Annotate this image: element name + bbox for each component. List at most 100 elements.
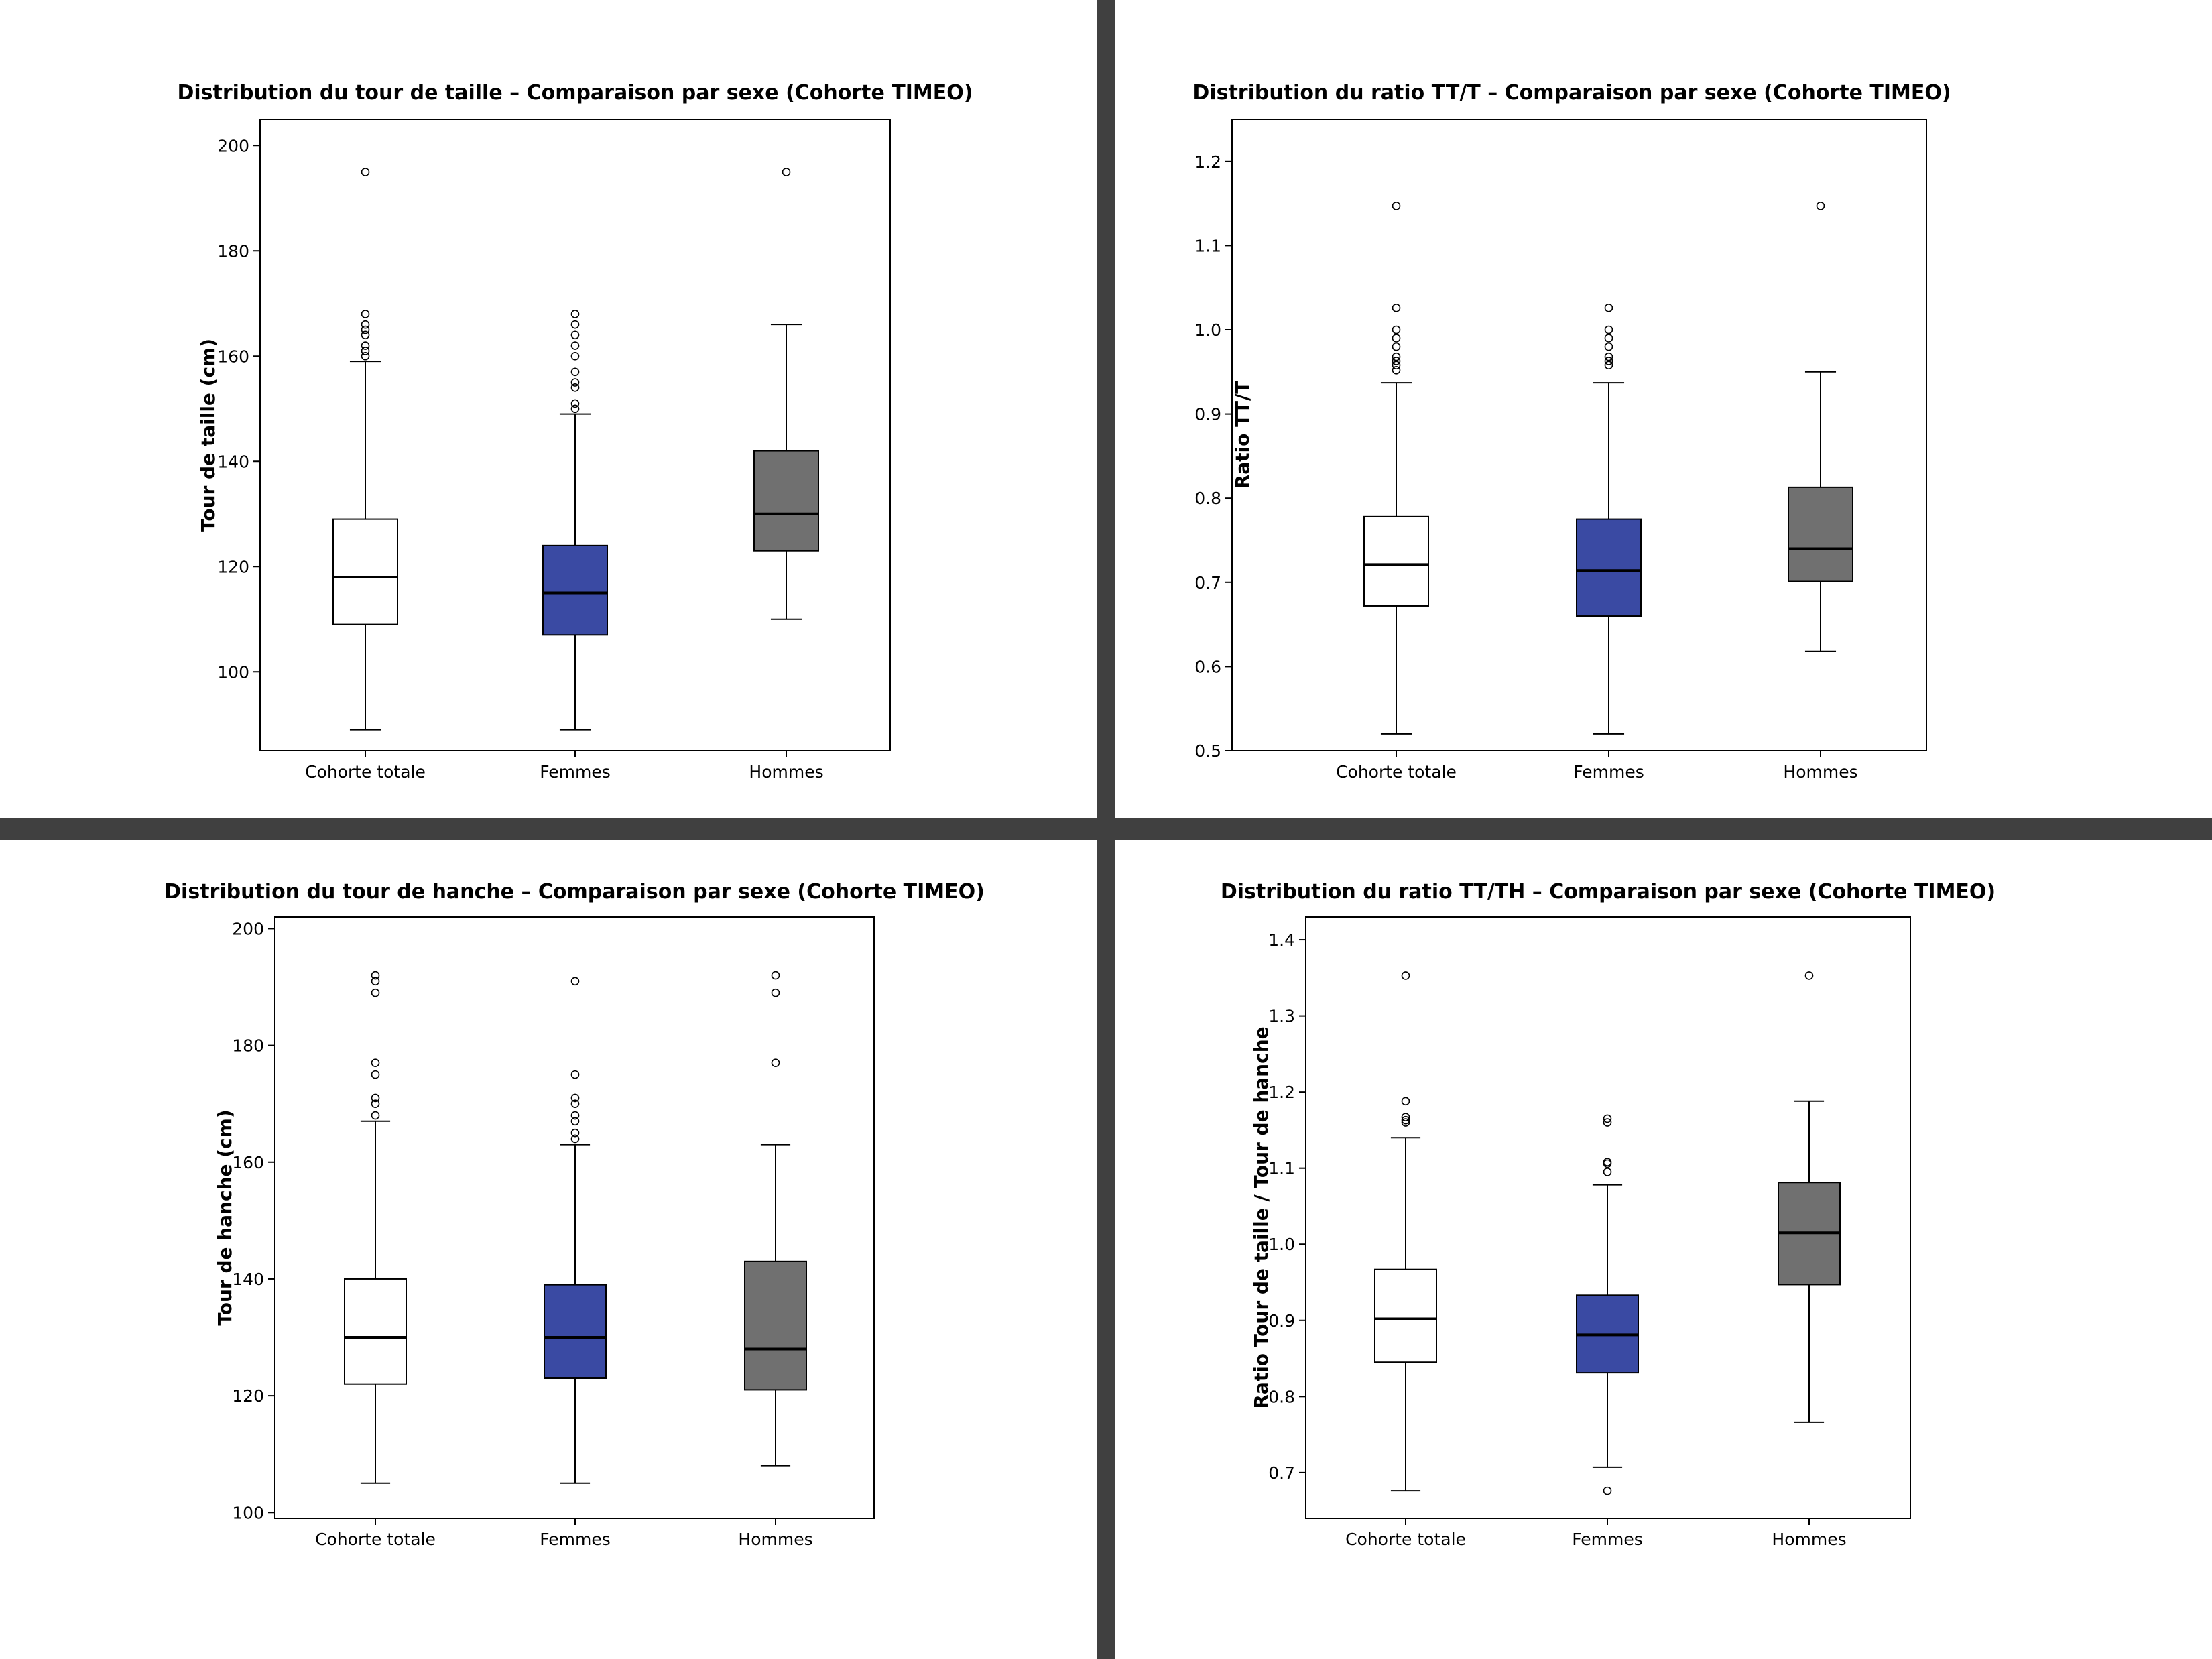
- chart-1-outlier-point: [361, 168, 370, 176]
- chart-1-outlier-point: [570, 330, 580, 340]
- chart-4-title: Distribution du ratio TT/TH – Comparaiso…: [1221, 880, 1995, 904]
- chart-3-y-tick-label: 120: [232, 1386, 264, 1406]
- chart-4-outlier-point: [1401, 1097, 1410, 1106]
- chart-1-outlier-point: [361, 320, 370, 329]
- chart-1-x-tick-label: Hommes: [749, 762, 823, 782]
- chart-4-outlier-point: [1401, 1113, 1410, 1121]
- chart-4-y-tick-label: 1.4: [1268, 930, 1295, 950]
- chart-1-outlier-point: [570, 378, 580, 387]
- chart-4-outlier-point: [1603, 1158, 1612, 1166]
- chart-1-outlier-point: [361, 330, 370, 340]
- chart-3-outlier-point: [371, 988, 380, 997]
- chart-3-outlier-point: [570, 1093, 580, 1103]
- chart-4-x-tick-label: Hommes: [1772, 1530, 1846, 1549]
- chart-1-outlier-point: [570, 367, 580, 377]
- chart-4-y-tick-label: 1.2: [1268, 1083, 1295, 1102]
- chart-3-outlier-point: [570, 1117, 580, 1126]
- chart-2-outlier-point: [1392, 365, 1401, 375]
- chart-2-outlier-point: [1604, 342, 1613, 351]
- chart-1-outlier-point: [570, 383, 580, 392]
- chart-3-outlier-point: [371, 1058, 380, 1068]
- chart-3-outlier-point: [570, 1134, 580, 1144]
- chart-2-title: Distribution du ratio TT/T – Comparaison…: [1192, 81, 1951, 105]
- chart-4-outlier-point: [1603, 1486, 1612, 1495]
- chart-3-y-tick-label: 160: [232, 1153, 264, 1172]
- chart-2-outlier-point: [1604, 325, 1613, 334]
- chart-4-x-tick-label: Cohorte totale: [1345, 1530, 1466, 1549]
- chart-3-y-tick-label: 100: [232, 1503, 264, 1522]
- chart-2-x-tick-label: Femmes: [1573, 762, 1644, 782]
- chart-3-outlier-point: [771, 1058, 780, 1068]
- chart-3-y-tick-label: 180: [232, 1036, 264, 1056]
- chart-1-box-1: [332, 518, 398, 625]
- chart-2-y-axis-label: Ratio TT/T: [1231, 381, 1253, 489]
- chart-1-outlier-point: [570, 404, 580, 414]
- chart-4-outlier-point: [1401, 1115, 1410, 1125]
- chart-3-y-tick-label: 140: [232, 1270, 264, 1289]
- chart-2-y-tick-label: 0.5: [1194, 741, 1221, 761]
- chart-4-outlier-point: [1603, 1118, 1612, 1127]
- chart-2-outlier-point: [1604, 304, 1613, 312]
- chart-1-y-tick-label: 200: [217, 136, 249, 156]
- chart-4-x-tick-label: Femmes: [1572, 1530, 1643, 1549]
- chart-3-outlier-point: [371, 1099, 380, 1108]
- chart-4-y-tick-label: 0.9: [1268, 1311, 1295, 1331]
- chart-3-y-axis-label: Tour de hanche (cm): [214, 1109, 236, 1325]
- chart-1-y-tick-label: 140: [217, 452, 249, 471]
- chart-4-outlier-point: [1603, 1114, 1612, 1123]
- chart-2-y-tick-label: 0.7: [1194, 573, 1221, 593]
- chart-1-title: Distribution du tour de taille – Compara…: [177, 81, 973, 105]
- horizontal-divider: [0, 818, 2212, 840]
- chart-2-y-tick-label: 1.0: [1194, 320, 1221, 340]
- chart-2-x-tick-label: Cohorte totale: [1336, 762, 1457, 782]
- chart-3-outlier-point: [570, 977, 580, 986]
- chart-1-y-tick-label: 120: [217, 557, 249, 576]
- chart-2-box-2: [1576, 518, 1642, 617]
- chart-3-outlier-point: [771, 988, 780, 997]
- chart-2-outlier-point: [1392, 352, 1401, 361]
- chart-3-box-3: [744, 1260, 807, 1391]
- chart-2-outlier-point: [1392, 342, 1401, 351]
- chart-4-outlier-point: [1401, 971, 1410, 980]
- chart-2-y-tick-label: 1.2: [1194, 152, 1221, 172]
- chart-2-outlier-point: [1604, 357, 1613, 365]
- chart-2-outlier-point: [1392, 202, 1401, 210]
- chart-3-box-2: [544, 1284, 607, 1379]
- chart-1-box-2: [542, 544, 608, 636]
- chart-4-outlier-point: [1804, 971, 1814, 980]
- chart-1-y-tick-label: 180: [217, 241, 249, 261]
- chart-3-outlier-point: [371, 1093, 380, 1103]
- chart-2-outlier-point: [1816, 202, 1825, 210]
- chart-3-outlier-point: [570, 1128, 580, 1138]
- chart-1-outlier-point: [570, 341, 580, 350]
- chart-2-outlier-point: [1392, 357, 1401, 365]
- chart-3-outlier-point: [371, 977, 380, 986]
- chart-2-outlier-point: [1392, 361, 1401, 370]
- chart-1-outlier-point: [570, 320, 580, 329]
- chart-3-x-tick-label: Hommes: [738, 1530, 812, 1549]
- chart-1-outlier-point: [361, 351, 370, 361]
- chart-1-outlier-point: [361, 310, 370, 318]
- chart-4-y-tick-label: 1.3: [1268, 1007, 1295, 1026]
- chart-1-x-tick-label: Cohorte totale: [305, 762, 426, 782]
- chart-3-outlier-point: [570, 1070, 580, 1079]
- chart-4-outlier-point: [1401, 1118, 1410, 1127]
- chart-4-y-tick-label: 1.1: [1268, 1159, 1295, 1178]
- chart-1-y-tick-label: 100: [217, 662, 249, 682]
- chart-4-box-1: [1374, 1268, 1437, 1363]
- chart-1-outlier-point: [570, 310, 580, 318]
- chart-1-outlier-point: [361, 341, 370, 350]
- chart-3-outlier-point: [570, 1099, 580, 1108]
- chart-1-box-3: [753, 450, 819, 552]
- chart-4-outlier-point: [1603, 1168, 1612, 1176]
- chart-3-outlier-point: [570, 1111, 580, 1120]
- chart-2-outlier-point: [1604, 361, 1613, 370]
- chart-2-outlier-point: [1604, 352, 1613, 361]
- chart-3-outlier-point: [771, 971, 780, 980]
- chart-1-y-axis-label: Tour de taille (cm): [197, 339, 219, 532]
- chart-2-outlier-point: [1392, 304, 1401, 312]
- chart-1-outlier-point: [361, 325, 370, 334]
- chart-2-y-tick-label: 1.1: [1194, 236, 1221, 255]
- chart-2-box-3: [1788, 486, 1853, 582]
- chart-2-outlier-point: [1604, 334, 1613, 343]
